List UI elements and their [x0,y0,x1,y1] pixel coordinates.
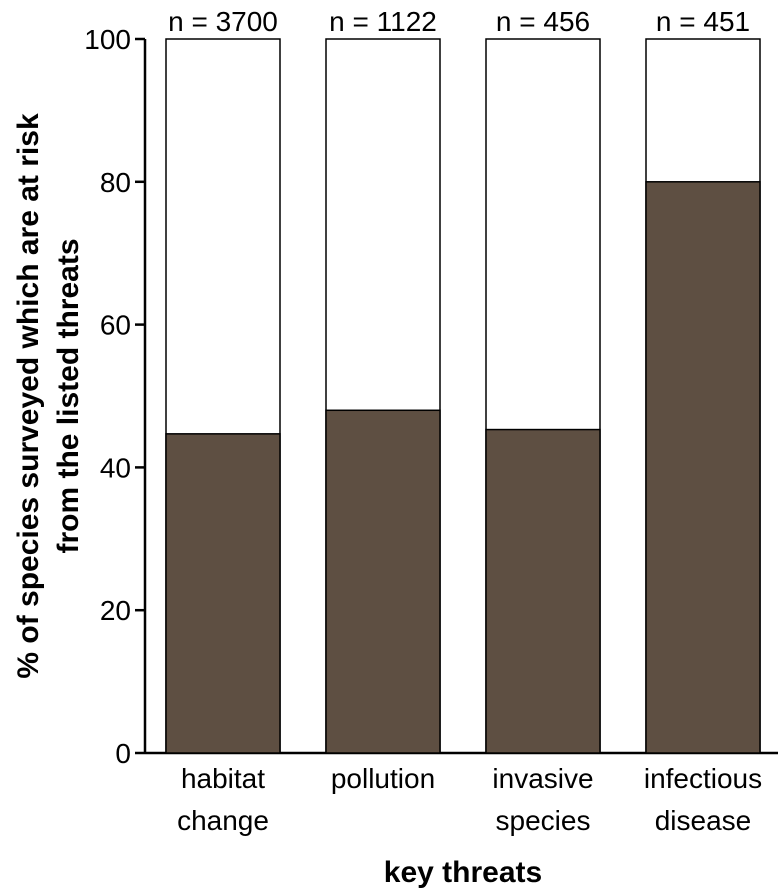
sample-size-label-0: n = 3700 [168,6,278,37]
bar-at-risk-1 [325,409,441,754]
x-axis-title: key threats [384,856,542,889]
sample-size-label-3: n = 451 [656,6,750,37]
bars [165,38,761,754]
sample-size-label-2: n = 456 [496,6,590,37]
y-tick-label-20: 20 [100,595,131,626]
y-tick-label-0: 0 [115,738,131,769]
sample-size-labels: n = 3700 n = 1122 n = 456 n = 451 [168,6,750,37]
category-label-1: pollution [331,763,435,794]
category-label-3: infectious disease [644,763,762,836]
y-tick-label-80: 80 [100,167,131,198]
bar-at-risk-3 [645,181,761,754]
y-tick-label-100: 100 [84,24,131,55]
category-label-0: habitat change [177,763,269,836]
y-tick-label-60: 60 [100,310,131,341]
y-tick-label-40: 40 [100,452,131,483]
bar-at-risk-2 [485,428,601,754]
sample-size-label-1: n = 1122 [329,6,437,37]
y-axis-title-text: % of species surveyed which are at risk f… [12,113,85,679]
category-label-2: invasive species [492,763,593,836]
bar-at-risk-0 [165,433,281,754]
y-axis-title: % of species surveyed which are at risk f… [12,113,85,679]
category-labels: habitat change pollution invasive species inf… [177,763,762,836]
